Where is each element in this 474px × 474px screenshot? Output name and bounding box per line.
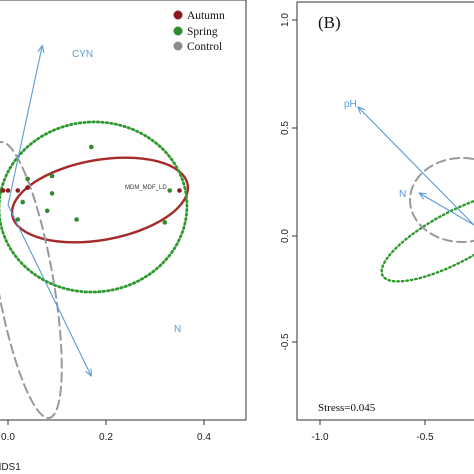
point-spring-3 bbox=[49, 191, 55, 196]
vector-label-n-b: N bbox=[399, 189, 406, 200]
y-tick-label-1.0: 1.0 bbox=[280, 13, 291, 27]
legend-marker-control bbox=[173, 41, 183, 51]
panel-a-points bbox=[0, 144, 182, 225]
point-spring-6 bbox=[15, 217, 21, 222]
point-spring-0 bbox=[89, 144, 94, 150]
vector-label-n: N bbox=[174, 324, 181, 335]
legend-label-autumn: Autumn bbox=[187, 10, 225, 22]
panel-a-vectors bbox=[7, 46, 91, 377]
x-tick-label-0: 0.0 bbox=[1, 432, 15, 443]
ellipse-control bbox=[0, 141, 63, 419]
legend-label-control: Control bbox=[187, 41, 222, 53]
panel-b-y-axis bbox=[292, 19, 297, 343]
vector-arrow-n bbox=[7, 204, 91, 376]
point-spring-7 bbox=[74, 217, 79, 222]
panel-b-x-axis bbox=[319, 420, 426, 425]
ellipse-autumn bbox=[10, 156, 190, 244]
y-tick-label-0.5: 0.5 bbox=[280, 121, 291, 135]
vector-label-cyn: CYN bbox=[72, 49, 93, 60]
point-spring-5 bbox=[44, 208, 50, 214]
legend-marker-spring bbox=[173, 26, 183, 36]
legend-label-spring: Spring bbox=[187, 26, 218, 38]
point-autumn-5 bbox=[25, 185, 30, 190]
panel-a-frame bbox=[0, 0, 247, 421]
point-autumn-1 bbox=[0, 189, 1, 192]
vector-arrow-b-n bbox=[419, 193, 474, 226]
panel-b-ellipses bbox=[380, 157, 474, 283]
vector-label-ph: pH bbox=[344, 99, 357, 110]
legend: Autumn Spring Control bbox=[173, 10, 225, 53]
point-autumn-4 bbox=[15, 188, 21, 193]
x-tick-label-2: 0.4 bbox=[197, 432, 211, 443]
x-tick-label-1: 0.2 bbox=[99, 432, 113, 443]
panel-b-vectors bbox=[358, 107, 474, 226]
x-tick-label-b-0: -1.0 bbox=[311, 432, 329, 443]
panel-b: (B) pH N Stress=0.045 1.0 0.5 0.0 -0.5 -… bbox=[280, 1, 474, 443]
point-spring-4 bbox=[20, 199, 26, 205]
point-spring-2 bbox=[49, 173, 55, 179]
vector-label-mdm-mdf-ld: MDM_MDF_LD bbox=[125, 185, 167, 191]
panel-b-title: (B) bbox=[318, 13, 341, 32]
ellipse-spring bbox=[0, 120, 189, 294]
panel-b-frame bbox=[296, 1, 474, 421]
y-tick-label-0.0: 0.0 bbox=[280, 229, 291, 243]
panel-a-ellipses bbox=[0, 120, 190, 419]
x-axis-label: MDS1 bbox=[0, 462, 21, 473]
point-autumn-7 bbox=[177, 188, 182, 193]
x-tick-label-b-1: -0.5 bbox=[416, 432, 434, 443]
panel-a-x-axis bbox=[7, 420, 205, 425]
vector-arrow-b-ph bbox=[358, 107, 474, 226]
ellipse-b-control bbox=[409, 157, 474, 243]
legend-marker-autumn bbox=[173, 10, 183, 20]
ellipse-b-spring bbox=[380, 191, 474, 283]
y-tick-label--0.5: -0.5 bbox=[280, 333, 291, 351]
vector-arrow-cyn bbox=[7, 46, 42, 206]
point-spring-9 bbox=[167, 188, 172, 193]
panel-a: CYN N MDM_MDF_LD Autumn Spring Control 0… bbox=[0, 0, 247, 473]
point-autumn-3 bbox=[5, 188, 11, 193]
point-autumn-2 bbox=[0, 188, 6, 193]
stress-annotation: Stress=0.045 bbox=[318, 402, 376, 414]
point-spring-1 bbox=[25, 176, 30, 182]
point-spring-8 bbox=[162, 220, 168, 225]
